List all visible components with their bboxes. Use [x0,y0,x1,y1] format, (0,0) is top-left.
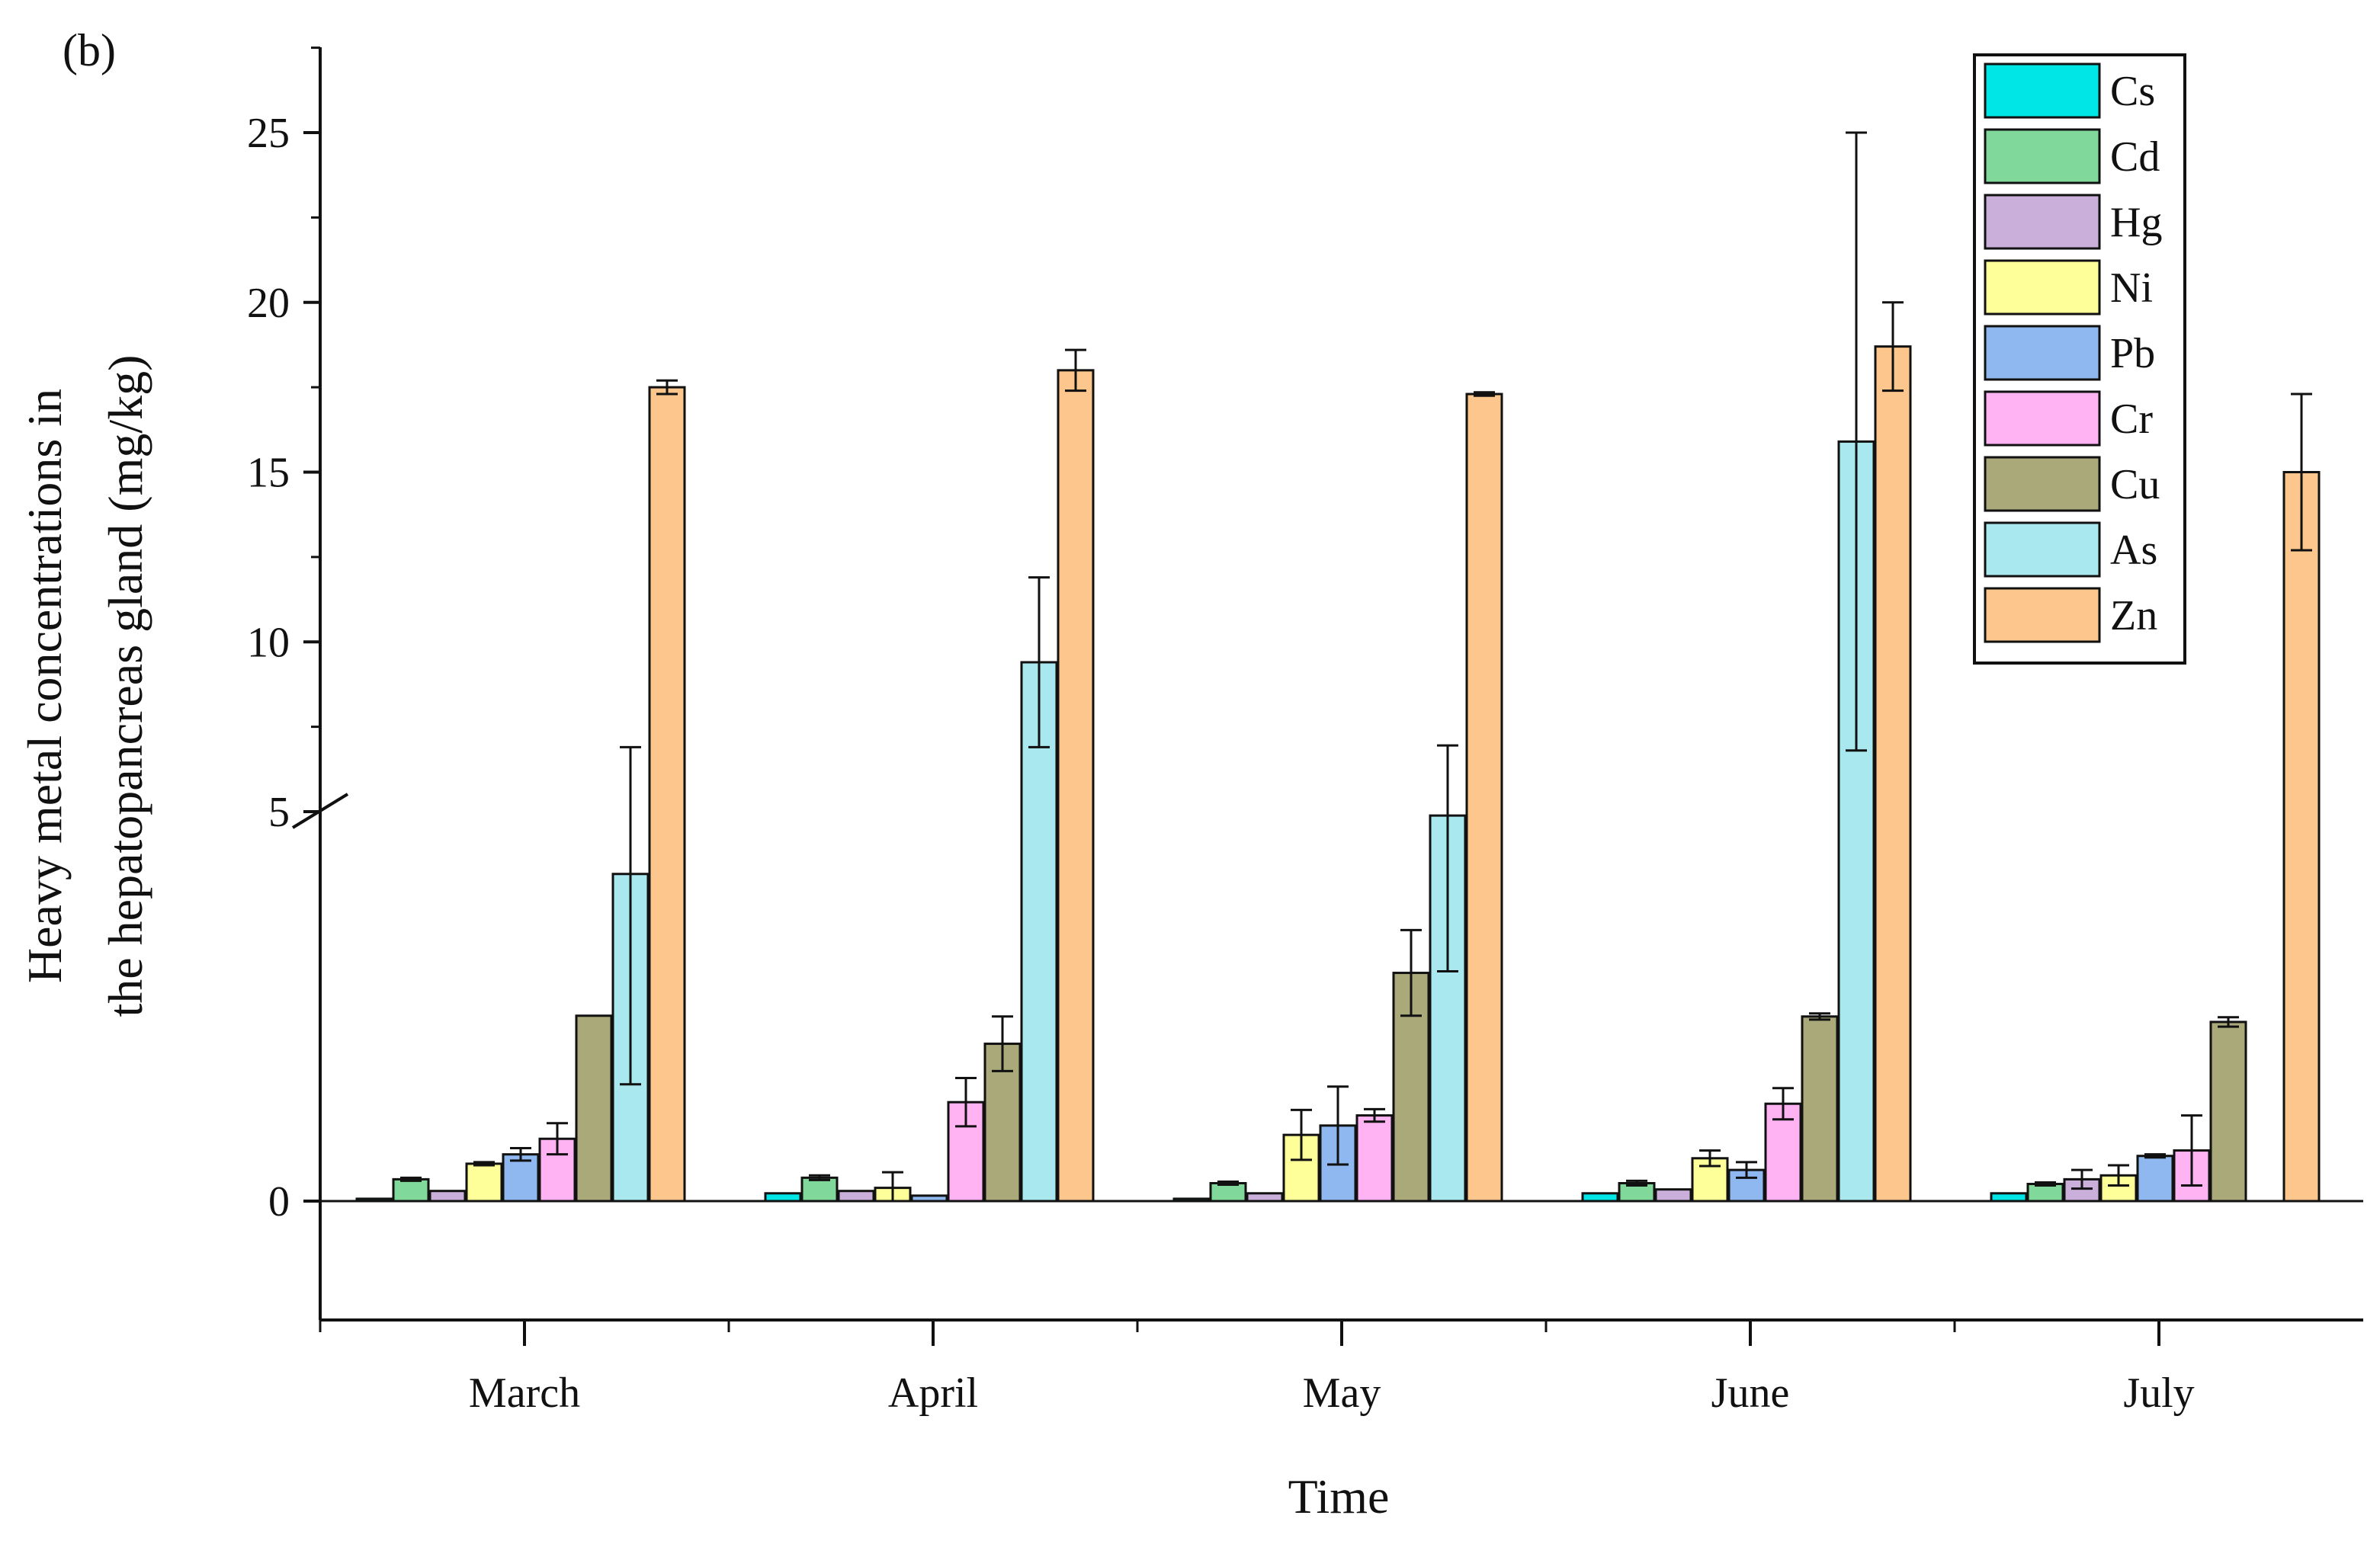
bar-cu-july [2209,1020,2247,1203]
bar-pb-april [910,1194,948,1203]
legend-swatch-zn [1984,587,2101,643]
bar-zn-june [1874,345,1912,1203]
x-tick-label: March [469,1370,580,1417]
bar-cu-june [1801,1015,1839,1203]
bar-hg-june [1654,1188,1692,1203]
bar-ni-march [465,1162,503,1203]
legend-swatch-hg [1984,194,2101,250]
x-tick-label: May [1303,1370,1381,1417]
bar-zn-april [1057,369,1095,1203]
bar-zn-march [648,386,686,1203]
legend-label-cr: Cr [2110,396,2153,443]
legend-label-zn: Zn [2110,592,2157,639]
y-tick-label: 10 [247,619,290,666]
bar-cs-may [1172,1197,1211,1203]
y-axis-title-line-1: Heavy metal concentrations in [18,389,72,983]
legend-swatch-cu [1984,456,2101,512]
bar-hg-march [428,1190,467,1203]
x-tick-label: June [1711,1370,1790,1417]
legend-label-cs: Cs [2110,68,2155,115]
legend-label-hg: Hg [2110,199,2162,246]
y-axis-title: Heavy metal concentrations in the hepato… [18,355,152,1017]
legend-swatch-ni [1984,259,2101,316]
bar-cr-may [1355,1114,1394,1203]
y-tick-label: 25 [247,110,290,157]
legend-swatch-cs [1984,62,2101,119]
bar-zn-july [2282,471,2321,1203]
x-tick-label: July [2123,1370,2194,1417]
legend-swatch-pb [1984,325,2101,381]
legend-swatch-cr [1984,390,2101,447]
bar-cd-april [800,1176,839,1203]
bar-zn-may [1465,392,1503,1203]
bar-cs-june [1581,1192,1619,1203]
bar-hg-april [837,1190,875,1203]
y-tick-label: 15 [247,450,290,497]
bar-hg-may [1246,1192,1284,1203]
legend-swatch-cd [1984,128,2101,184]
legend-label-pb: Pb [2110,330,2155,377]
legend-label-cu: Cu [2110,461,2160,508]
x-tick-label: April [888,1370,978,1417]
bar-cs-april [764,1192,802,1203]
legend-label-ni: Ni [2110,264,2153,312]
plot-area: 0 5 10 15 20 25 March April May June July [247,46,2363,1417]
legend-label-as: As [2110,527,2157,574]
legend: Cs Cd Hg Ni Pb Cr Cu As Zn [1973,53,2186,665]
bar-cs-july [1990,1192,2028,1203]
y-tick-label: 0 [268,1178,290,1225]
bar-cd-march [392,1177,430,1203]
bar-cu-march [575,1014,613,1203]
y-tick-label: 20 [247,280,290,327]
y-axis-title-line-2: the hepatopancreas gland (mg/kg) [98,355,152,1017]
panel-label: (b) [63,25,116,75]
x-axis-title: Time [1288,1469,1390,1523]
bar-cs-march [355,1197,393,1203]
y-tick-label: 5 [268,789,290,836]
legend-swatch-as [1984,521,2101,578]
bar-pb-july [2136,1155,2174,1203]
legend-label-cd: Cd [2110,133,2160,181]
bar-as-april [1020,661,1058,1203]
